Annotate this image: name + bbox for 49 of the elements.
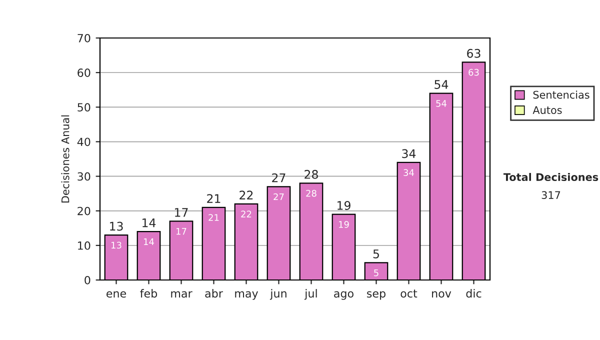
text: 317	[542, 191, 560, 200]
data-label: 28	[306, 190, 316, 197]
y-tick-label: 70	[78, 34, 90, 42]
y-tick-label: 40	[77, 138, 90, 146]
y-tick-label: 60	[78, 68, 90, 77]
total-label: 63	[467, 48, 480, 58]
y-tick-label: 0	[84, 276, 90, 284]
x-tick-label: mar	[171, 291, 192, 298]
x-tick-label: abr	[205, 289, 223, 298]
data-label: 54	[436, 100, 446, 107]
legend-label: Autos	[532, 106, 562, 114]
total-label: 28	[304, 170, 318, 179]
legend-label: Sentencias	[533, 90, 590, 99]
data-label: 22	[241, 210, 252, 218]
x-tick-label: jun	[270, 289, 286, 300]
y-tick-label: 10	[78, 241, 90, 250]
total-label: 54	[434, 80, 448, 89]
total-label: 34	[402, 149, 416, 158]
x-tick-label: oct	[400, 290, 418, 298]
data-label: 27	[274, 193, 284, 200]
data-label: 63	[468, 68, 479, 76]
total-label: 22	[240, 190, 253, 200]
total-label: 19	[338, 201, 350, 210]
x-tick-label: ago	[334, 291, 354, 300]
x-tick-label: ene	[106, 291, 126, 298]
y-axis-title: Decisiones Anual	[61, 115, 70, 203]
x-tick-label: dic	[466, 289, 482, 298]
y-tick-label: 30	[78, 172, 90, 181]
data-label: 17	[176, 228, 186, 235]
x-tick-label: nov	[432, 291, 452, 298]
data-label: 13	[112, 242, 122, 249]
data-label: 5	[374, 270, 378, 276]
data-label: 14	[144, 238, 154, 245]
text: Total Decisiones	[503, 172, 598, 182]
x-tick-label: feb	[140, 289, 158, 298]
total-label: 21	[207, 194, 220, 203]
x-tick-label: jul	[304, 289, 317, 300]
total-label: 5	[373, 250, 379, 258]
y-tick-label: 20	[78, 206, 90, 216]
total-label: 27	[272, 173, 286, 182]
total-label: 14	[142, 218, 156, 228]
x-tick-label: may	[235, 291, 258, 300]
total-label: 17	[175, 208, 188, 217]
x-tick-label: sep	[367, 291, 386, 300]
y-tick-label: 50	[78, 103, 90, 112]
data-label: 19	[339, 221, 349, 228]
data-label: 34	[404, 169, 414, 176]
total-label: 13	[110, 222, 123, 231]
data-label: 21	[208, 214, 219, 221]
